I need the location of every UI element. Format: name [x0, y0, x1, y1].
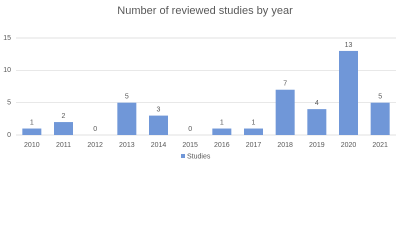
- chart-title: Number of reviewed studies by year: [117, 5, 293, 17]
- data-label: 1: [252, 119, 256, 126]
- x-tick-label: 2017: [246, 142, 262, 149]
- x-tick-label: 2020: [341, 142, 357, 149]
- data-label: 2: [62, 113, 66, 120]
- data-label: 4: [315, 100, 319, 107]
- data-label: 5: [378, 94, 382, 101]
- bar: [54, 122, 73, 135]
- data-label: 1: [30, 119, 34, 126]
- x-tick-label: 2014: [151, 142, 167, 149]
- x-tick-label: 2018: [277, 142, 293, 149]
- x-tick-label: 2013: [119, 142, 135, 149]
- data-label: 3: [157, 106, 161, 113]
- legend-swatch: [181, 154, 185, 158]
- x-tick-label: 2011: [56, 142, 71, 149]
- bar: [22, 128, 42, 135]
- x-tick-label: 2016: [214, 142, 230, 149]
- x-tick-label: 2015: [182, 142, 198, 149]
- data-label: 7: [283, 81, 287, 88]
- y-tick-label: 15: [3, 35, 11, 42]
- bar: [149, 115, 168, 135]
- y-tick-label: 10: [3, 67, 11, 74]
- y-tick-label: 0: [7, 132, 11, 139]
- data-label: 5: [125, 94, 129, 101]
- x-tick-label: 2010: [24, 142, 40, 149]
- bar: [244, 128, 263, 135]
- x-tick-label: 2012: [87, 142, 103, 149]
- data-label: 13: [345, 42, 353, 49]
- data-label: 0: [188, 126, 192, 133]
- x-tick-label: 2019: [309, 142, 325, 149]
- bar: [339, 50, 358, 135]
- bar: [117, 102, 137, 135]
- y-tick-label: 5: [7, 100, 11, 107]
- bar: [275, 89, 295, 135]
- bar: [212, 128, 232, 135]
- page: Number of reviewed studies by year 0 5 10 1…: [3, 4, 396, 161]
- data-label: 1: [220, 119, 224, 126]
- data-label: 0: [93, 126, 97, 133]
- legend-label: Studies: [187, 153, 211, 160]
- x-tick-label: 2021: [372, 142, 388, 149]
- bar: [307, 109, 327, 135]
- chart: Number of reviewed studies by year 05101…: [3, 4, 396, 161]
- bar: [370, 102, 390, 135]
